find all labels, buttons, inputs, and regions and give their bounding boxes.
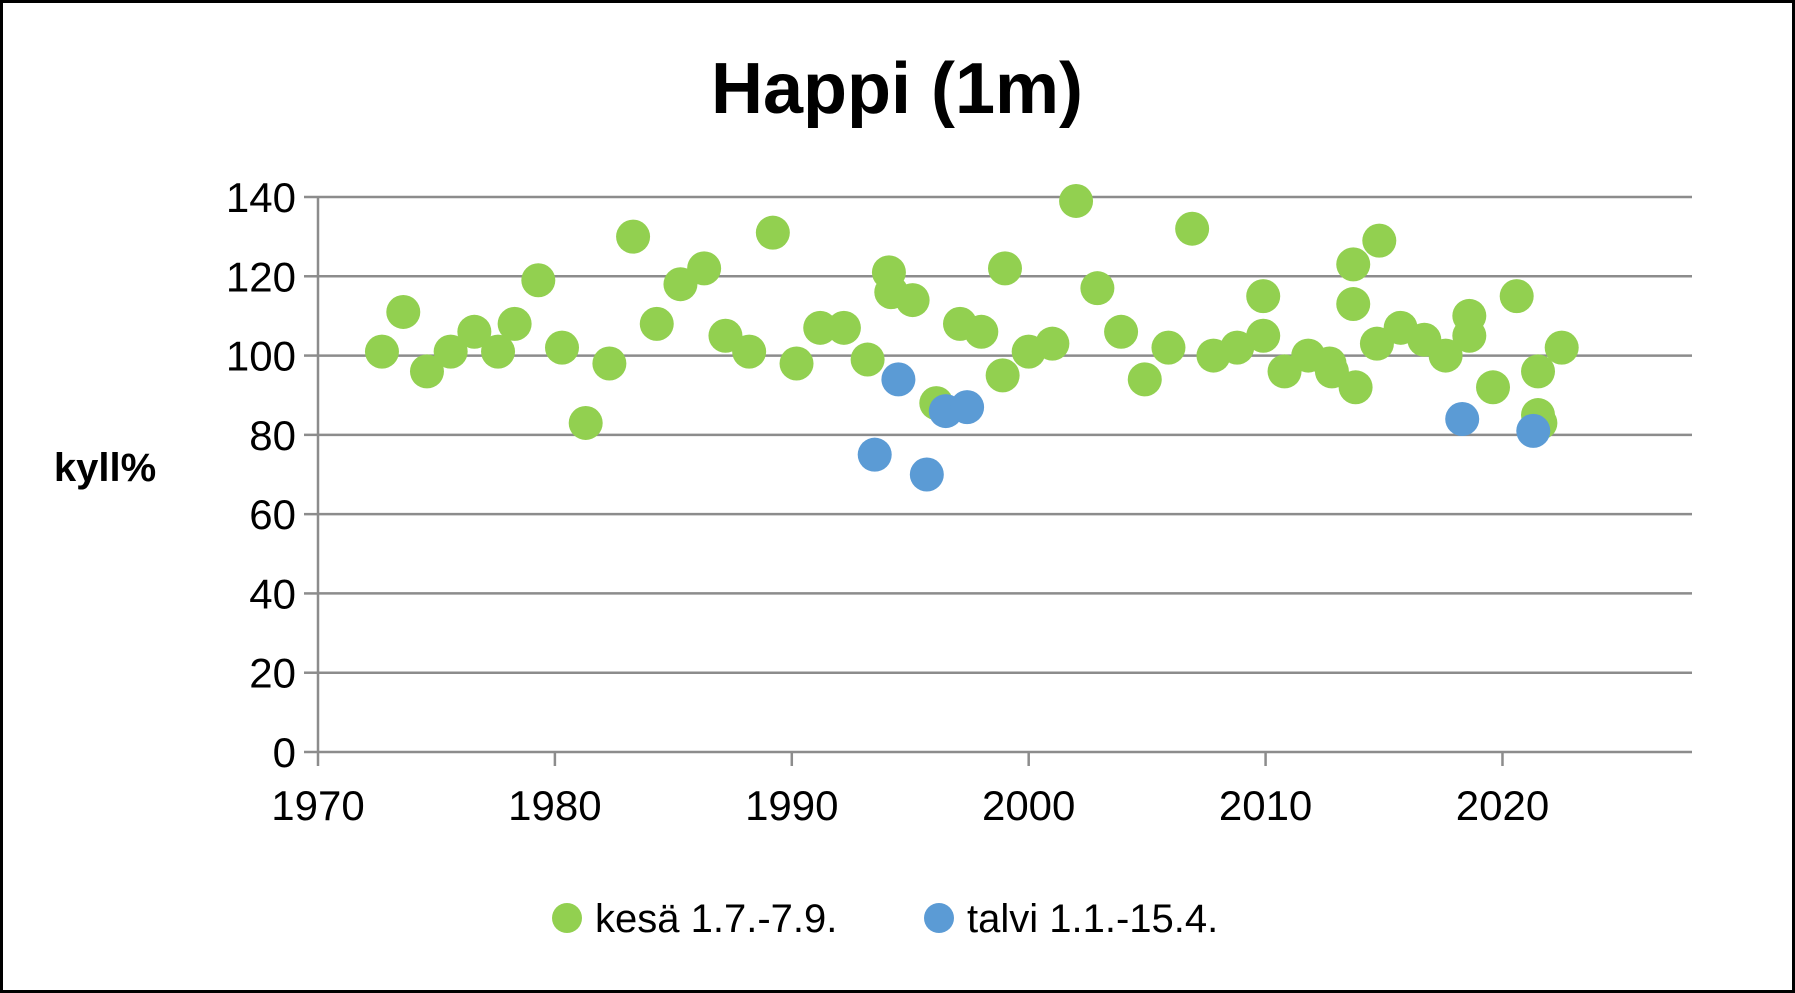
- data-point-series-1: [1452, 318, 1487, 353]
- data-point-series-1: [1476, 370, 1511, 405]
- data-point-series-2: [1445, 402, 1480, 436]
- x-tick-label: 1970: [271, 782, 364, 829]
- y-tick-label: 20: [249, 650, 296, 697]
- legend-marker-series-1: [552, 903, 582, 933]
- data-point-series-1: [1246, 279, 1281, 314]
- y-tick-label: 100: [226, 333, 296, 380]
- data-point-series-1: [1521, 354, 1556, 389]
- y-tick-label: 0: [273, 729, 296, 776]
- data-point-series-1: [521, 263, 556, 298]
- data-point-series-1: [497, 306, 532, 341]
- data-point-series-1: [568, 405, 603, 440]
- data-point-series-2: [857, 437, 892, 472]
- data-point-series-1: [1151, 330, 1186, 365]
- data-point-series-1: [988, 251, 1022, 286]
- data-point-series-1: [1428, 338, 1463, 373]
- data-point-series-1: [1338, 370, 1373, 405]
- data-point-series-1: [687, 251, 722, 286]
- data-point-series-1: [433, 334, 468, 369]
- data-point-series-1: [850, 342, 885, 377]
- x-tick-label: 2000: [982, 782, 1075, 829]
- data-point-series-1: [1104, 314, 1139, 349]
- data-points: [364, 183, 1579, 492]
- legend-label-series-1: kesä 1.7.-7.9.: [595, 897, 837, 941]
- y-axis-label: kyll%: [54, 446, 156, 490]
- data-point-series-1: [616, 219, 651, 254]
- x-tick-labels: 1970 1980 1990 2000 2010 2020: [271, 782, 1549, 829]
- data-point-series-1: [457, 314, 492, 349]
- legend: kesä 1.7.-7.9. talvi 1.1.-15.4.: [552, 897, 1218, 941]
- data-point-series-1: [1544, 330, 1579, 365]
- data-point-series-1: [779, 346, 814, 381]
- data-point-series-1: [826, 310, 861, 345]
- x-tick-label: 2010: [1219, 782, 1312, 829]
- data-point-series-1: [409, 354, 444, 389]
- y-tick-label: 80: [249, 412, 296, 459]
- legend-marker-series-2: [924, 903, 954, 933]
- x-tick-label: 1990: [745, 782, 838, 829]
- chart-title: Happi (1m): [711, 49, 1083, 129]
- data-point-series-1: [732, 334, 767, 369]
- data-point-series-1: [1080, 271, 1115, 306]
- y-tick-label: 60: [249, 491, 296, 538]
- data-point-series-1: [1220, 330, 1255, 365]
- y-tick-label: 40: [249, 570, 296, 617]
- data-point-series-2: [1516, 413, 1551, 448]
- data-point-series-1: [1035, 326, 1070, 361]
- y-tick-label: 120: [226, 253, 296, 300]
- data-point-series-1: [1336, 287, 1371, 322]
- y-tick-label: 140: [226, 174, 296, 221]
- y-tick-labels: 0 20 40 60 80 100 120 140: [226, 174, 296, 776]
- data-point-series-1: [803, 310, 838, 345]
- data-point-series-1: [386, 294, 421, 329]
- data-point-series-2: [909, 457, 944, 492]
- data-point-series-1: [1362, 223, 1397, 258]
- data-point-series-1: [592, 346, 627, 381]
- data-point-series-2: [881, 362, 916, 397]
- data-point-series-1: [1246, 318, 1281, 353]
- data-point-series-1: [755, 215, 790, 250]
- data-point-series-1: [364, 334, 399, 369]
- x-tick-label: 2020: [1456, 782, 1549, 829]
- data-point-series-1: [1336, 247, 1371, 282]
- data-point-series-1: [481, 334, 516, 369]
- data-point-series-2: [950, 390, 985, 425]
- data-point-series-1: [1499, 279, 1534, 314]
- x-tick-label: 1980: [508, 782, 601, 829]
- data-point-series-1: [1059, 183, 1094, 218]
- data-point-series-1: [639, 306, 674, 341]
- data-point-series-1: [1175, 211, 1210, 246]
- axes: [304, 195, 1692, 766]
- data-point-series-1: [964, 314, 999, 349]
- data-point-series-1: [985, 358, 1020, 393]
- data-point-series-1: [895, 283, 930, 318]
- legend-label-series-2: talvi 1.1.-15.4.: [967, 897, 1218, 941]
- data-point-series-1: [1127, 362, 1162, 397]
- data-point-series-1: [545, 330, 580, 365]
